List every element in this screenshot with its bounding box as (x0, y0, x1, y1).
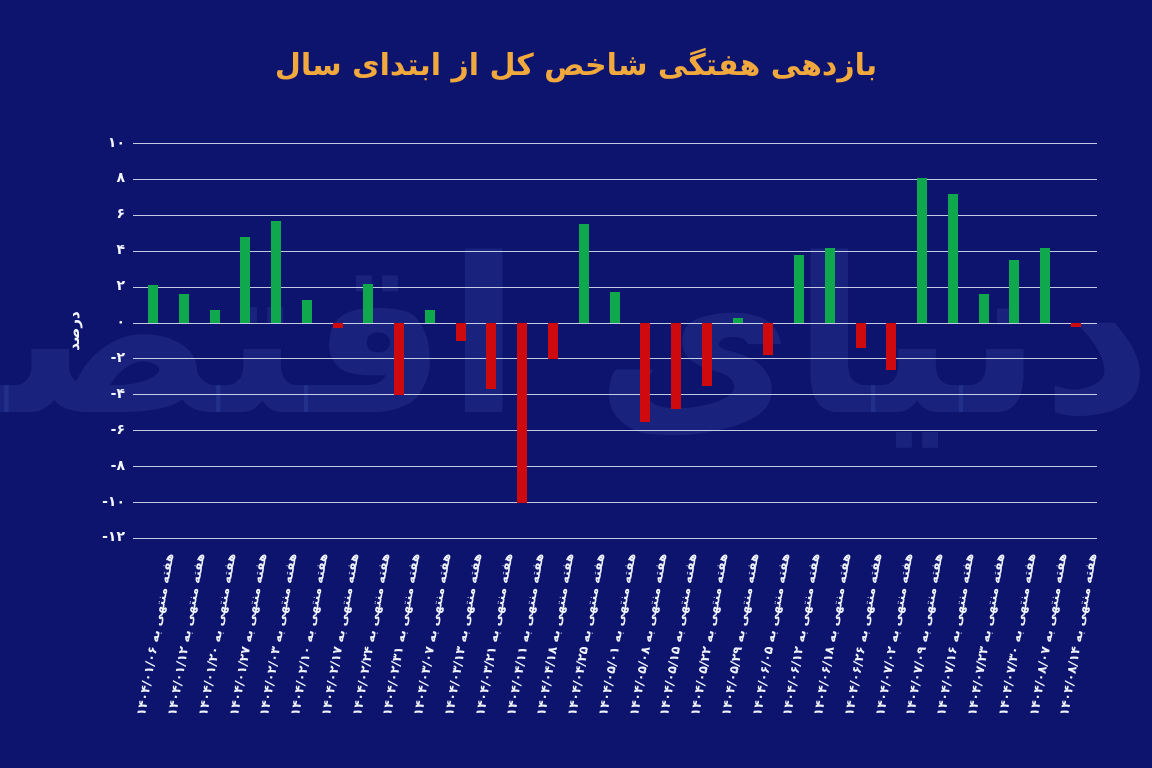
y-tick-label: ۸ (116, 170, 125, 187)
bar-week-6 (301, 299, 312, 323)
bar-week-19 (701, 323, 712, 386)
bar-week-30 (1040, 247, 1051, 323)
bar-week-10 (424, 310, 435, 323)
bar-week-28 (978, 294, 989, 323)
y-tick-label: ۰ (116, 314, 125, 330)
gridline (133, 394, 1097, 396)
bar-week-24 (855, 323, 866, 349)
bar-week-16 (609, 292, 620, 323)
bar-week-11 (455, 323, 466, 341)
y-tick-label: -۶ (110, 421, 125, 438)
bar-week-21 (763, 323, 774, 356)
y-tick-label: -۴ (110, 385, 125, 402)
bar-week-26 (917, 177, 928, 323)
y-tick-label: ۴ (116, 242, 125, 259)
bar-week-18 (671, 323, 682, 410)
gridline (133, 322, 1097, 324)
bar-week-15 (578, 224, 589, 323)
bar-week-7 (332, 323, 343, 329)
y-tick-label: -۸ (110, 457, 125, 474)
y-tick-label: -۱۰ (102, 493, 125, 510)
gridline (133, 430, 1097, 432)
y-tick-label: ۶ (116, 206, 125, 223)
gridline (133, 250, 1097, 252)
newspaper-watermark: دنیای اقتصاد (0, 212, 1152, 463)
bar-week-3 (209, 310, 220, 323)
gridline (133, 502, 1097, 503)
bar-week-17 (640, 323, 651, 422)
bar-week-1 (148, 285, 158, 323)
bar-week-13 (517, 323, 528, 503)
bar-week-20 (732, 317, 743, 323)
bar-week-22 (794, 254, 805, 323)
bar-week-25 (886, 323, 897, 370)
y-tick-label: ۱۰ (107, 134, 125, 151)
y-tick-label: ۲ (116, 278, 125, 295)
bar-week-27 (947, 193, 958, 323)
bar-week-14 (547, 323, 558, 359)
gridline (133, 286, 1097, 288)
gridline (133, 358, 1097, 360)
bar-week-31 (1071, 323, 1081, 327)
bar-week-12 (486, 323, 497, 390)
bar-week-8 (363, 283, 374, 323)
bar-week-4 (240, 236, 251, 323)
gridline (133, 178, 1097, 180)
bar-week-23 (824, 247, 835, 323)
gridline (133, 214, 1097, 216)
gridline (133, 537, 1097, 539)
y-tick-label: -۲ (110, 349, 125, 366)
y-tick-label: -۱۲ (102, 529, 125, 546)
bar-week-2 (178, 294, 189, 323)
gridline (133, 466, 1097, 468)
bar-week-9 (394, 323, 405, 395)
chart-title: بازدهی هفتگی شاخص کل از ابتدای سال (274, 48, 878, 83)
bar-week-29 (1009, 260, 1020, 323)
gridline (133, 143, 1097, 144)
bar-week-5 (271, 220, 282, 323)
